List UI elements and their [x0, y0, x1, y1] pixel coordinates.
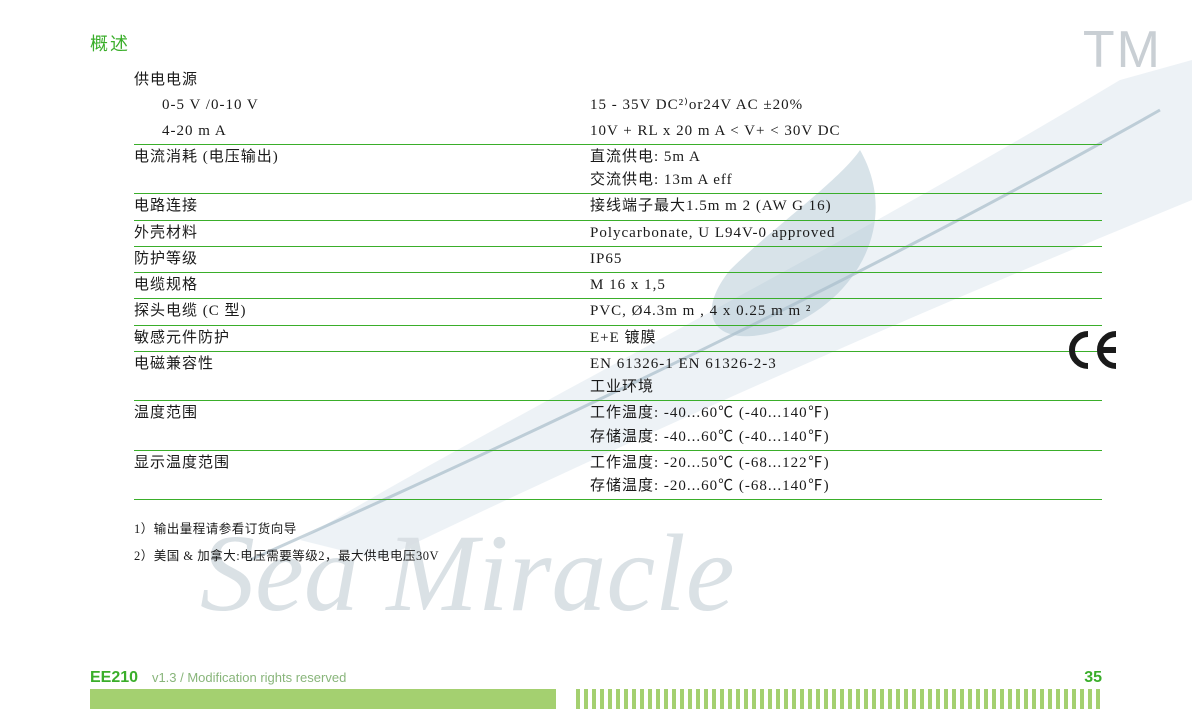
row-ip: 防护等级 IP65	[134, 247, 1102, 273]
footnotes: 1）输出量程请参看订货向导 2）美国 & 加拿大:电压需要等级2，最大供电电压3…	[134, 518, 1102, 564]
page-number: 35	[1084, 669, 1102, 687]
value-cable: M 16 x 1,5	[590, 274, 1102, 297]
value-display-temp: 工作温度: -20...50℃ (-68...122℉) 存储温度: -20..…	[590, 452, 1102, 499]
spec-table: 供电电源 0-5 V /0-10 V 15 - 35V DC²⁾or24V AC…	[134, 68, 1102, 500]
label-temp-range: 温度范围	[134, 402, 590, 449]
row-current: 电流消耗 (电压输出) 直流供电: 5m A 交流供电: 13m A eff	[134, 145, 1102, 195]
row-sensor-protect: 敏感元件防护 E+E 镀膜	[134, 326, 1102, 352]
label-0-5v: 0-5 V /0-10 V	[134, 94, 590, 117]
label-cable: 电缆规格	[134, 274, 590, 297]
value-material: Polycarbonate, U L94V-0 approved	[590, 222, 1102, 245]
value-emc: EN 61326-1 EN 61326-2-3 工业环境	[590, 353, 1102, 400]
label-probe: 探头电缆 (C 型)	[134, 300, 590, 323]
label-sensor-protect: 敏感元件防护	[134, 327, 590, 350]
label-connection: 电路连接	[134, 195, 590, 218]
value-4-20ma: 10V + RL x 20 m A < V+ < 30V DC	[590, 120, 1102, 143]
page-footer: EE210 v1.3 / Modification rights reserve…	[90, 669, 1102, 703]
section-title: 概述	[90, 30, 1102, 56]
label-material: 外壳材料	[134, 222, 590, 245]
row-display-temp: 显示温度范围 工作温度: -20...50℃ (-68...122℉) 存储温度…	[134, 451, 1102, 501]
value-0-5v: 15 - 35V DC²⁾or24V AC ±20%	[590, 94, 1102, 117]
label-4-20ma: 4-20 m A	[134, 120, 590, 143]
value-current: 直流供电: 5m A 交流供电: 13m A eff	[590, 146, 1102, 193]
product-id: EE210	[90, 669, 138, 686]
row-emc: 电磁兼容性 EN 61326-1 EN 61326-2-3 工业环境	[134, 352, 1102, 402]
row-supply-header: 供电电源	[134, 68, 1102, 93]
ce-mark	[1066, 330, 1122, 370]
label-supply: 供电电源	[134, 69, 590, 92]
label-ip: 防护等级	[134, 248, 590, 271]
label-display-temp: 显示温度范围	[134, 452, 590, 499]
label-emc: 电磁兼容性	[134, 353, 590, 400]
value-sensor-protect: E+E 镀膜	[590, 327, 1102, 350]
product-revision: v1.3 / Modification rights reserved	[152, 670, 346, 685]
footnote-1: 1）输出量程请参看订货向导	[134, 518, 1102, 537]
value-temp-range: 工作温度: -40...60℃ (-40...140℉) 存储温度: -40..…	[590, 402, 1102, 449]
value-ip: IP65	[590, 248, 1102, 271]
footer-stripes	[90, 689, 1102, 709]
row-material: 外壳材料 Polycarbonate, U L94V-0 approved	[134, 221, 1102, 247]
page-content: 概述 供电电源 0-5 V /0-10 V 15 - 35V DC²⁾or24V…	[0, 0, 1192, 723]
value-connection: 接线端子最大1.5m m 2 (AW G 16)	[590, 195, 1102, 218]
row-supply-v: 0-5 V /0-10 V 15 - 35V DC²⁾or24V AC ±20%	[134, 93, 1102, 118]
label-current: 电流消耗 (电压输出)	[134, 146, 590, 193]
footnote-2: 2）美国 & 加拿大:电压需要等级2，最大供电电压30V	[134, 545, 1102, 564]
row-cable: 电缆规格 M 16 x 1,5	[134, 273, 1102, 299]
row-temp-range: 温度范围 工作温度: -40...60℃ (-40...140℉) 存储温度: …	[134, 401, 1102, 451]
value-probe: PVC, Ø4.3m m , 4 x 0.25 m m ²	[590, 300, 1102, 323]
row-supply-ma: 4-20 m A 10V + RL x 20 m A < V+ < 30V DC	[134, 119, 1102, 145]
row-probe: 探头电缆 (C 型) PVC, Ø4.3m m , 4 x 0.25 m m ²	[134, 299, 1102, 325]
row-connection: 电路连接 接线端子最大1.5m m 2 (AW G 16)	[134, 194, 1102, 220]
